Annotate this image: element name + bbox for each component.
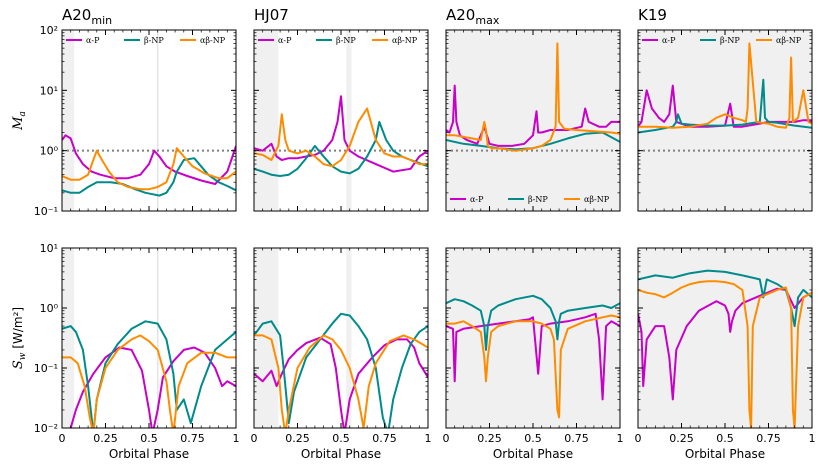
x-axis-label: Orbital Phase xyxy=(685,447,765,461)
x-tick-label: 0 xyxy=(443,432,450,445)
series-line-alphabeta_NP xyxy=(446,42,620,152)
y-tick-label: 10⁻² xyxy=(34,422,58,435)
series-line-beta_NP xyxy=(62,157,236,197)
x-tick-label: 0.5 xyxy=(140,432,158,445)
shaded-region xyxy=(254,30,279,211)
x-tick-label: 1 xyxy=(233,432,240,445)
shaded-region xyxy=(62,248,75,428)
x-tick-label: 0.25 xyxy=(93,432,118,445)
y-axis-label: Ma xyxy=(11,111,28,131)
x-tick-label: 0.5 xyxy=(332,432,350,445)
series-line-alphabeta_NP xyxy=(254,334,428,428)
shaded-region xyxy=(62,30,75,211)
x-axis-label: Orbital Phase xyxy=(109,447,189,461)
y-tick-label: 10² xyxy=(40,24,58,37)
series-line-alphabeta_NP xyxy=(638,280,812,428)
shaded-region xyxy=(346,248,352,428)
legend-label-beta_NP: β-NP xyxy=(336,36,356,45)
series-line-beta_NP xyxy=(446,294,620,351)
panel-title: A20min xyxy=(62,6,112,27)
panel-1-Sw: 10⁻² 10⁻¹ 10⁰ 10¹ 0 0.25 0.5 0.75 1 Orbital Phase… xyxy=(11,242,240,461)
y-tick-label: 10⁻¹ xyxy=(34,362,58,375)
legend-label-alpha_P: α-P xyxy=(662,36,676,45)
x-tick-label: 0 xyxy=(635,432,642,445)
legend-label-alphabeta_NP: αβ-NP xyxy=(200,36,226,45)
panel-title: HJ07 xyxy=(254,6,289,24)
series-line-alphabeta_NP xyxy=(62,147,236,191)
legend-label-alphabeta_NP: αβ-NP xyxy=(584,195,610,204)
panel-3-Sw: 0 0.25 0.5 0.75 1 Orbital Phase xyxy=(443,247,624,461)
shaded-region xyxy=(446,248,620,428)
x-tick-label: 1 xyxy=(425,432,432,445)
x-tick-label: 0.25 xyxy=(669,432,694,445)
x-tick-label: 0.25 xyxy=(477,432,502,445)
x-tick-label: 0.75 xyxy=(372,432,397,445)
series-line-beta_NP xyxy=(254,120,428,177)
axes-frame xyxy=(61,247,237,429)
x-tick-label: 0.75 xyxy=(180,432,205,445)
legend-label-beta_NP: β-NP xyxy=(720,36,740,45)
panel-3-Ma: α-P β-NP αβ-NP xyxy=(445,29,621,212)
x-tick-label: 0.75 xyxy=(564,432,589,445)
shaded-region xyxy=(638,30,812,211)
legend-label-alphabeta_NP: αβ-NP xyxy=(776,36,802,45)
panel-2-Sw: 0 0.25 0.5 0.75 1 Orbital Phase xyxy=(251,247,432,461)
y-tick-label: 10¹ xyxy=(40,84,58,97)
legend: α-P β-NP αβ-NP xyxy=(258,36,418,45)
series-line-alphabeta_NP xyxy=(254,107,428,168)
series-line-beta_NP xyxy=(254,312,428,428)
legend-label-alpha_P: α-P xyxy=(470,195,484,204)
series-line-alphabeta_NP xyxy=(638,42,812,129)
series-line-alpha_P xyxy=(254,95,428,173)
x-tick-label: 0.5 xyxy=(716,432,734,445)
series-line-beta_NP xyxy=(638,78,812,134)
series-line-alpha_P xyxy=(446,84,620,147)
y-tick-label: 10⁰ xyxy=(40,145,59,158)
series-line-alphabeta_NP xyxy=(62,334,236,428)
y-tick-label: 10⁻¹ xyxy=(34,205,58,218)
y-axis-label: Sw [W/m²] xyxy=(11,307,28,369)
x-axis-label: Orbital Phase xyxy=(301,447,381,461)
x-tick-label: 0 xyxy=(251,432,258,445)
y-tick-label: 10⁰ xyxy=(40,302,59,315)
legend-label-beta_NP: β-NP xyxy=(528,195,548,204)
x-tick-label: 1 xyxy=(617,432,624,445)
series-line-alpha_P xyxy=(62,134,236,185)
legend-label-alpha_P: α-P xyxy=(278,36,292,45)
x-axis-label: Orbital Phase xyxy=(493,447,573,461)
series-line-alpha_P xyxy=(446,312,620,401)
legend-label-beta_NP: β-NP xyxy=(144,36,164,45)
legend: α-P β-NP αβ-NP xyxy=(450,195,610,204)
legend: α-P β-NP αβ-NP xyxy=(66,36,226,45)
legend-label-alphabeta_NP: αβ-NP xyxy=(392,36,418,45)
x-tick-label: 1 xyxy=(809,432,816,445)
series-line-beta_NP xyxy=(62,320,236,428)
panel-title: K19 xyxy=(638,6,667,24)
series-line-alpha_P xyxy=(69,346,236,428)
panel-title: A20max xyxy=(446,6,500,27)
x-tick-label: 0 xyxy=(59,432,66,445)
panel-4-Ma: α-P β-NP αβ-NP xyxy=(637,29,813,212)
legend-label-alpha_P: α-P xyxy=(86,36,100,45)
phase-marker xyxy=(156,248,159,428)
series-line-alphabeta_NP xyxy=(446,314,620,419)
x-tick-label: 0.25 xyxy=(285,432,310,445)
x-tick-label: 0.75 xyxy=(756,432,781,445)
phase-marker xyxy=(156,30,159,211)
axes-frame xyxy=(61,29,237,212)
shaded-region xyxy=(446,30,620,211)
axes-frame xyxy=(253,29,429,212)
y-tick-label: 10¹ xyxy=(40,242,58,255)
series-line-beta_NP xyxy=(638,269,812,328)
shaded-region xyxy=(346,30,352,211)
panel-4-Sw: 0 0.25 0.5 0.75 1 Orbital Phase xyxy=(635,247,816,461)
legend: α-P β-NP αβ-NP xyxy=(642,36,802,45)
panel-2-Ma: α-P β-NP αβ-NP xyxy=(253,29,429,212)
shaded-region xyxy=(638,248,812,428)
panel-1-Ma: 10⁻¹ 10⁰ 10¹ 10² α-P β-NP αβ-NP Ma xyxy=(11,24,237,218)
x-tick-label: 0.5 xyxy=(524,432,542,445)
